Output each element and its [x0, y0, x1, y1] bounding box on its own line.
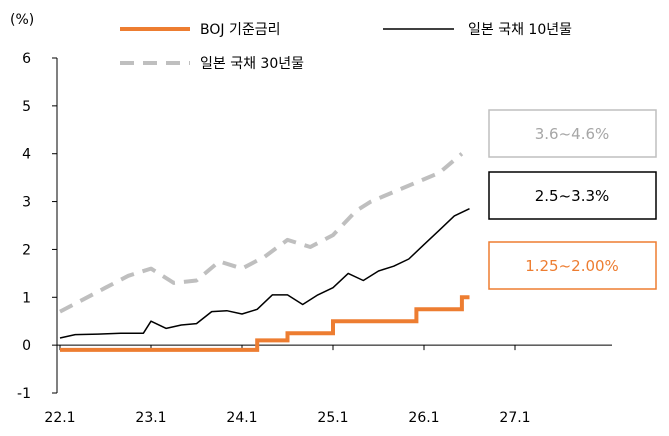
legend-label-boj: BOJ 기준금리 [200, 22, 280, 38]
y-tick-label: -1 [17, 386, 31, 402]
annotation-box-boj [488, 241, 657, 290]
y-tick-label: 1 [22, 290, 31, 306]
series-line-y10 [59, 208, 470, 339]
series-line-boj [60, 295, 470, 352]
x-tick-label: 23.1 [135, 410, 166, 426]
annotation-box-y10 [488, 171, 657, 220]
annotation-y10-range: 2.5~3.3% [535, 187, 610, 205]
annotation-box-y30 [488, 109, 657, 158]
annotation-y30-range: 3.6~4.6% [535, 125, 610, 143]
y-tick-label: 2 [22, 242, 31, 258]
legend-label-y10: 일본 국채 10년물 [468, 22, 572, 38]
x-tick-label: 22.1 [44, 410, 75, 426]
x-tick-label: 27.1 [499, 410, 530, 426]
legend-label-y30: 일본 국채 30년물 [200, 56, 304, 72]
y-tick-label: 6 [22, 51, 31, 67]
legend: BOJ 기준금리 일본 국채 10년물 일본 국채 30년물 [120, 22, 572, 72]
x-tick-label: 26.1 [408, 410, 439, 426]
x-tick-label: 24.1 [226, 410, 257, 426]
y-unit-label: (%) [10, 12, 34, 28]
annotation-boj-range: 1.25~2.00% [525, 257, 619, 275]
y-tick-label: 0 [22, 338, 31, 354]
y-tick-label: 3 [22, 195, 31, 211]
y-tick-label: 4 [22, 147, 31, 163]
y-tick-label: 5 [22, 99, 31, 115]
series-line-y30 [59, 152, 464, 314]
x-tick-label: 25.1 [317, 410, 348, 426]
